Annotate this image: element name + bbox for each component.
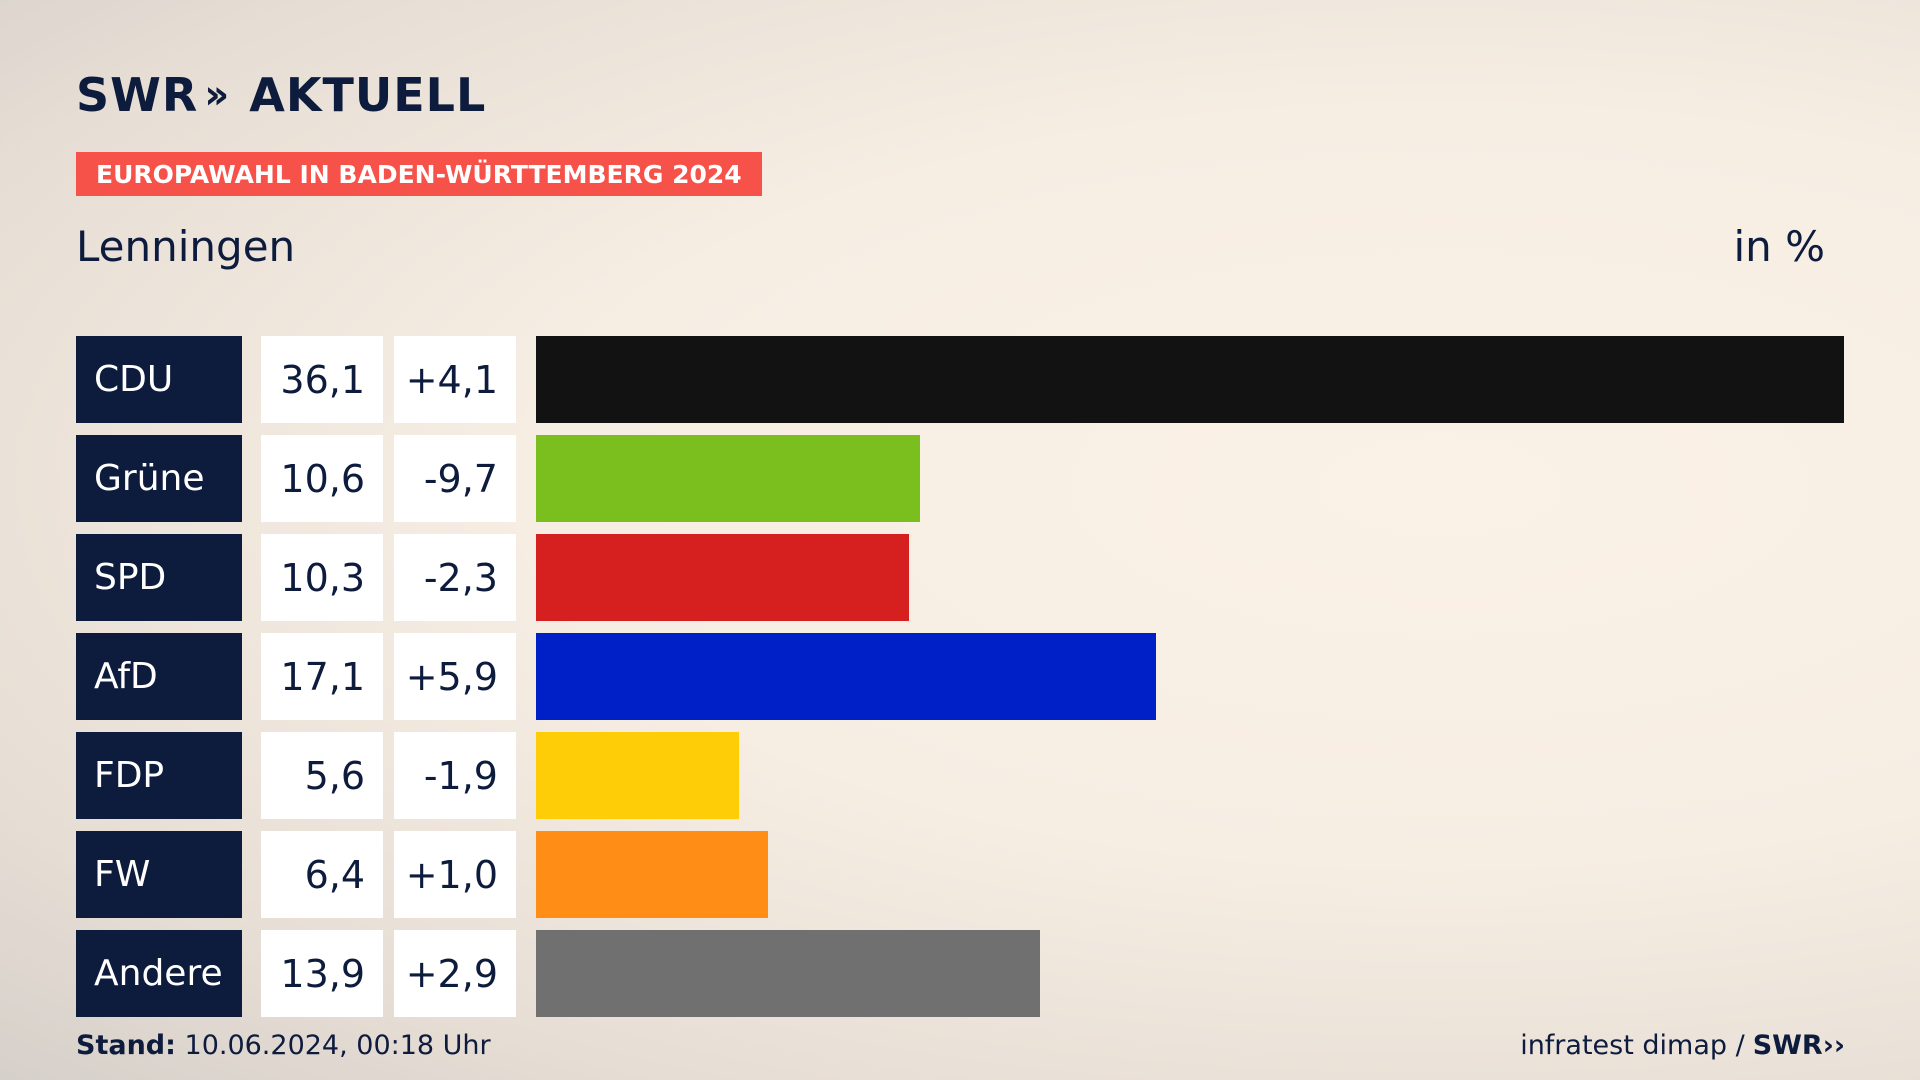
logo-swr: SWR	[76, 68, 199, 122]
bar-fdp	[536, 732, 739, 819]
election-banner: EUROPAWAHL IN BADEN-WÜRTTEMBERG 2024	[76, 152, 762, 196]
logo-chevrons-icon: ››	[204, 72, 229, 118]
vote-change-value: +2,9	[394, 930, 516, 1017]
vote-change-value: -9,7	[394, 435, 516, 522]
stand-value: 10.06.2024, 00:18 Uhr	[184, 1030, 491, 1061]
vote-change-value: +5,9	[394, 633, 516, 720]
vote-change-value: -2,3	[394, 534, 516, 621]
party-label: AfD	[76, 633, 242, 720]
swr-aktuell-logo: SWR ›› AKTUELL	[76, 68, 486, 122]
party-label: FDP	[76, 732, 242, 819]
source-credit: infratest dimap / SWR››	[1520, 1030, 1845, 1061]
vote-change-value: +4,1	[394, 336, 516, 423]
party-label: SPD	[76, 534, 242, 621]
vote-share-value: 5,6	[261, 732, 383, 819]
vote-change-value: +1,0	[394, 831, 516, 918]
party-label: CDU	[76, 336, 242, 423]
source-logo-text: SWR	[1752, 1030, 1823, 1061]
result-row-cdu: CDU 36,1 +4,1	[76, 336, 1844, 423]
source-text: infratest dimap /	[1520, 1030, 1745, 1061]
place-title: Lenningen	[76, 222, 296, 271]
result-row-afd: AfD 17,1 +5,9	[76, 633, 1844, 720]
vote-share-value: 17,1	[261, 633, 383, 720]
result-row-grüne: Grüne 10,6 -9,7	[76, 435, 1844, 522]
source-logo: SWR››	[1753, 1030, 1845, 1061]
bar-grüne	[536, 435, 920, 522]
party-label: Andere	[76, 930, 242, 1017]
party-label: Grüne	[76, 435, 242, 522]
bar-fw	[536, 831, 768, 918]
vote-share-value: 10,3	[261, 534, 383, 621]
party-label: FW	[76, 831, 242, 918]
vote-share-value: 13,9	[261, 930, 383, 1017]
bar-afd	[536, 633, 1156, 720]
timestamp: Stand: 10.06.2024, 00:18 Uhr	[76, 1030, 491, 1061]
vote-share-value: 6,4	[261, 831, 383, 918]
vote-change-value: -1,9	[394, 732, 516, 819]
bar-andere	[536, 930, 1040, 1017]
logo-aktuell: AKTUELL	[249, 68, 487, 122]
bar-cdu	[536, 336, 1844, 423]
bar-spd	[536, 534, 909, 621]
vote-share-value: 36,1	[261, 336, 383, 423]
result-row-fw: FW 6,4 +1,0	[76, 831, 1844, 918]
result-row-fdp: FDP 5,6 -1,9	[76, 732, 1844, 819]
unit-label: in %	[1733, 222, 1825, 271]
result-row-spd: SPD 10,3 -2,3	[76, 534, 1844, 621]
source-logo-chevrons-icon: ››	[1822, 1030, 1845, 1061]
result-row-andere: Andere 13,9 +2,9	[76, 930, 1844, 1017]
stand-label: Stand:	[76, 1030, 176, 1061]
vote-share-value: 10,6	[261, 435, 383, 522]
